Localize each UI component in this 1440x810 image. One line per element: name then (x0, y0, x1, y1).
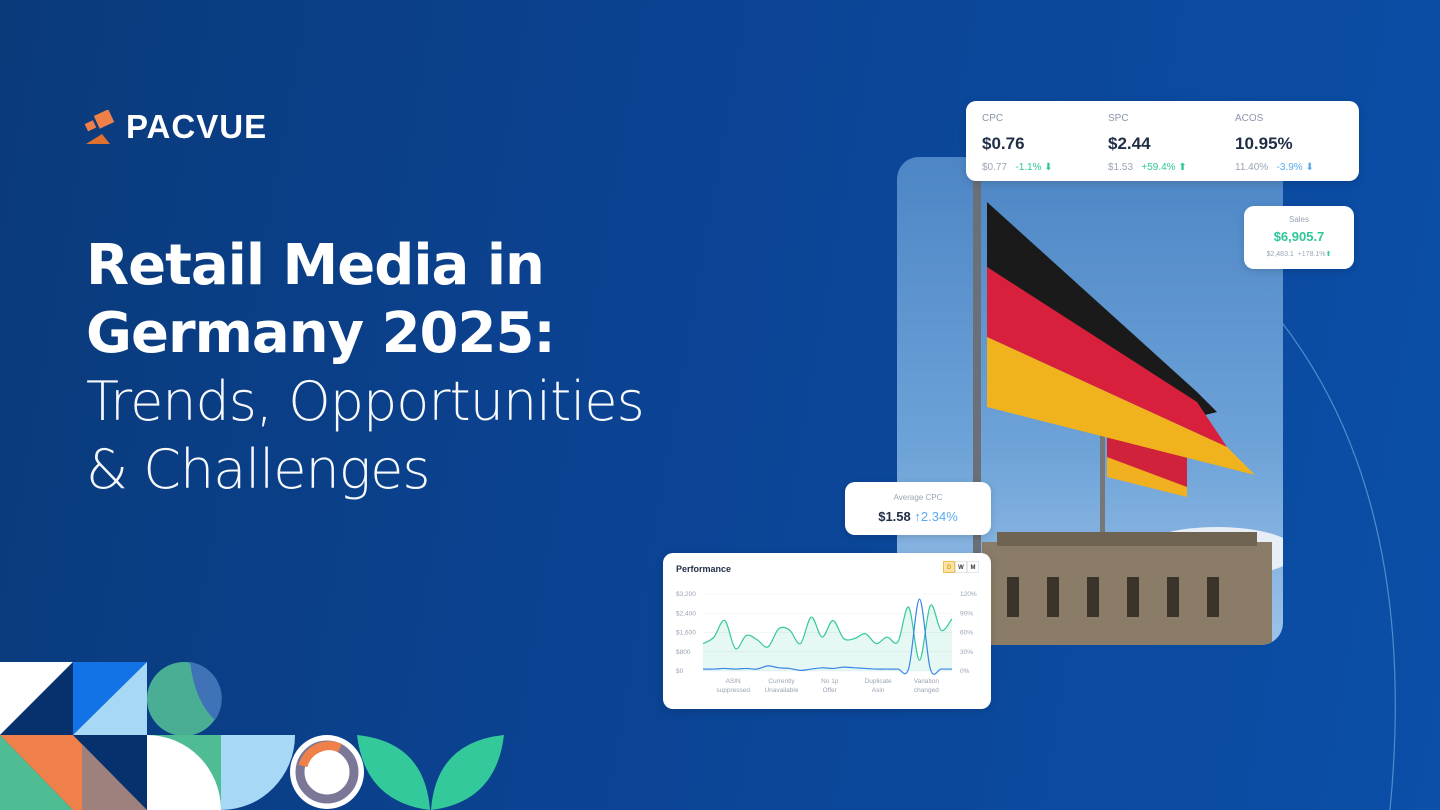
category-label: ASIN (726, 678, 741, 685)
category-label: suppressed (716, 687, 750, 694)
series-area (703, 604, 952, 671)
kpi-value: 10.95% (1235, 134, 1293, 153)
arrow-up-icon: ↑ (914, 509, 921, 524)
kpi-acos: ACOS 10.95% 11.40% -3.9% ⬇ (1235, 113, 1314, 173)
kpi-change: +59.4% (1141, 162, 1176, 173)
headline-line-4: & Challenges (86, 438, 431, 501)
category-label: Asin (872, 687, 885, 694)
decorative-shapes (0, 662, 504, 810)
arrow-up-icon: ⬆ (1178, 162, 1187, 173)
headline: Retail Media in Germany 2025: Trends, Op… (86, 232, 645, 504)
category-label: Currently (768, 678, 795, 685)
headline-line-3: Trends, Opportunities (86, 370, 645, 433)
performance-chart: $3,200 120% $2,400 90% $1,600 60% $800 30% $0 0% A… (676, 591, 977, 694)
series-line (702, 598, 952, 675)
kpi-value: $2.44 (1108, 134, 1151, 153)
right-tick-label: 0% (960, 668, 970, 675)
pacvue-logo: PACVUE (82, 108, 267, 146)
sales-value: $6,905.7 (1273, 229, 1325, 244)
category-label: No 1p (821, 678, 839, 685)
series-line (702, 604, 953, 661)
right-tick-label: 60% (960, 630, 973, 637)
sales-previous: $2,483.1 (1266, 251, 1294, 258)
category-label: Duplicate (865, 678, 892, 685)
kpi-previous: 11.40% (1235, 162, 1269, 173)
kpi-spc: SPC $2.44 $1.53 +59.4% ⬆ (1108, 113, 1187, 173)
avg-cpc-value: $1.58 (878, 509, 911, 524)
category-label: Offer (823, 687, 838, 694)
toggle-day[interactable]: D (943, 561, 955, 573)
arrow-down-icon: ⬇ (1305, 162, 1314, 173)
kpi-previous: $0.77 (982, 162, 1008, 173)
headline-line-2: Germany 2025: (86, 301, 556, 366)
kpi-value: $0.76 (982, 134, 1025, 153)
kpi-label: SPC (1108, 113, 1129, 124)
arrow-down-icon: ⬇ (1044, 162, 1053, 173)
headline-line-1: Retail Media in (86, 233, 545, 298)
category-label: Unavailable (764, 687, 798, 694)
left-tick-label: $3,200 (676, 591, 696, 598)
left-tick-label: $800 (676, 649, 691, 656)
kpi-change: -1.1% (1015, 162, 1042, 173)
kpi-cpc: CPC $0.76 $0.77 -1.1% ⬇ (982, 113, 1053, 173)
toggle-month[interactable]: M (967, 561, 979, 573)
kpi-change: -3.9% (1276, 162, 1303, 173)
avg-cpc-change: 2.34% (920, 509, 958, 524)
kpi-previous: $1.53 (1108, 162, 1134, 173)
right-tick-label: 90% (960, 610, 973, 617)
sales-card: Sales $6,905.7 $2,483.1 +178.1%⬆ (1244, 206, 1354, 269)
performance-title: Performance (676, 564, 732, 574)
left-tick-label: $0 (676, 668, 684, 675)
sales-change: +178.1% (1297, 251, 1326, 258)
left-tick-label: $2,400 (676, 610, 696, 617)
kpi-label: CPC (982, 113, 1004, 124)
decorative-arc (1279, 320, 1396, 810)
performance-card: Performance D W M $3,200 120% $2,400 90% $1,… (663, 553, 991, 709)
arrow-up-icon: ⬆ (1325, 251, 1332, 258)
left-tick-label: $1,600 (676, 630, 696, 637)
gavel-logo-icon (84, 110, 115, 144)
category-label: Variation (914, 678, 940, 685)
kpi-label: ACOS (1235, 113, 1264, 124)
right-tick-label: 120% (960, 591, 977, 598)
right-tick-label: 30% (960, 649, 973, 656)
category-label: changed (914, 687, 939, 694)
avg-cpc-label: Average CPC (893, 493, 943, 502)
sales-label: Sales (1288, 215, 1309, 224)
period-toggle: D W M (943, 561, 979, 573)
kpi-card: CPC $0.76 $0.77 -1.1% ⬇ SPC $2.44 $1.53 … (966, 101, 1359, 181)
average-cpc-card: Average CPC $1.58 ↑2.34% (845, 482, 991, 535)
toggle-week[interactable]: W (955, 561, 967, 573)
